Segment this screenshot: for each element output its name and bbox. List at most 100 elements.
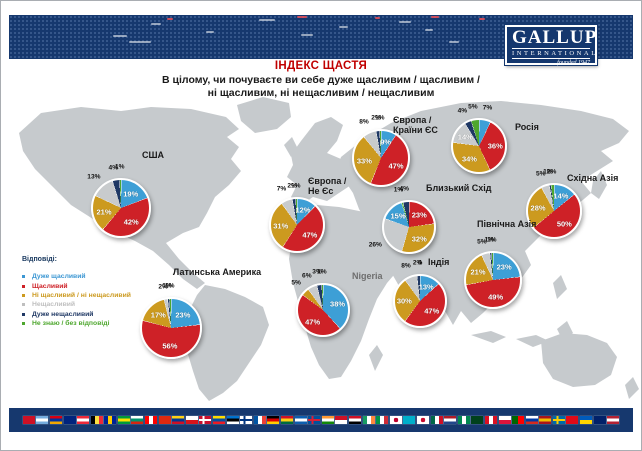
percent-label-red: 50% [556, 219, 572, 228]
legend-item-gray: Нещасливий [22, 300, 131, 309]
flag-germany-icon [267, 416, 280, 424]
legend-bullet-blue-icon [22, 275, 25, 279]
logo-wordmark: GALLUP [512, 27, 598, 48]
region-title: Європа / Країни ЄС [393, 115, 438, 135]
percent-label-gray: 26% [368, 241, 382, 249]
legend-label: Не знаю / без відповіді [32, 320, 110, 328]
pie-chart-східна-азія [526, 183, 582, 239]
percent-label-navy: 4% [399, 185, 410, 193]
percent-label-red: 47% [388, 161, 404, 171]
percent-label-navy: 1% [543, 168, 553, 176]
flag-albania-icon [22, 416, 35, 424]
percent-label-red: 56% [162, 341, 178, 351]
flag-uk-icon [593, 416, 606, 424]
flag-japan-icon [389, 416, 402, 424]
percent-label-gray: 13% [87, 173, 101, 181]
flags-row [15, 416, 627, 424]
percent-label-green: 1% [393, 186, 404, 194]
region-title: Nigeria [352, 271, 383, 281]
flag-sweden-icon [552, 416, 565, 424]
flag-poland-icon [498, 416, 511, 424]
flag-italy-icon [376, 416, 389, 424]
region-title: Росія [515, 122, 539, 132]
percent-label-green: 2% [546, 168, 557, 176]
percent-label-navy: 4% [108, 164, 119, 172]
percent-label-navy: 1% [162, 282, 172, 290]
percent-label-blue: 14% [553, 191, 569, 201]
flag-armenia-icon [49, 416, 62, 424]
flag-pakistan-icon [471, 416, 484, 424]
percent-label-gray: 5% [536, 170, 546, 178]
legend-bullet-gold-icon [22, 293, 25, 297]
flag-ukraine-icon [580, 416, 593, 424]
flag-ghana-icon [281, 416, 294, 424]
legend-label: Дуже щасливий [32, 273, 86, 281]
percent-label-gold: 5% [291, 279, 301, 287]
flag-ireland-icon [362, 416, 375, 424]
percent-label-green: 5% [468, 103, 478, 111]
percent-label-blue: 23% [496, 262, 512, 272]
flag-russia-icon [525, 416, 538, 424]
percent-label-navy: 2% [371, 114, 381, 122]
percent-label-green: 0 [418, 259, 422, 267]
legend-bullet-green-icon [22, 322, 25, 326]
percent-label-gold: 33% [356, 156, 372, 166]
percent-label-gray: 8% [401, 262, 411, 270]
percent-label-red: 23% [411, 210, 427, 220]
percent-label-gray: 6% [302, 272, 312, 280]
logo-subtitle: INTERNATIONAL [512, 48, 598, 59]
legend-label: Дуже нещасливий [32, 310, 94, 318]
flag-czechia-icon [185, 416, 198, 424]
pie-chart-сша [91, 178, 151, 238]
percent-label-blue: 19% [123, 189, 139, 199]
legend-bullet-red-icon [22, 284, 25, 288]
legend-bullet-gray-icon [22, 303, 25, 307]
pie-chart-nigeria [296, 283, 350, 337]
legend-items: Дуже щасливий Щасливий Ні щасливий / ні не… [22, 272, 131, 328]
answers-legend: Відповіді: Дуже щасливий Щасливий Ні щасли… [22, 256, 131, 328]
pie-chart-латинська-америка [140, 297, 202, 359]
flag-austria-icon [77, 416, 90, 424]
percent-label-green: 1% [374, 114, 385, 122]
flag-portugal-icon [512, 416, 525, 424]
flag-spain-icon [539, 416, 552, 424]
percent-label-navy: 1% [484, 236, 494, 244]
region-title: Індія [428, 257, 450, 267]
percent-label-green: 1% [114, 163, 125, 171]
flag-brazil-icon [117, 416, 130, 424]
pie-chart-північна-азія [464, 251, 522, 309]
percent-label-navy: 2% [412, 259, 423, 267]
flag-korea-icon [416, 416, 429, 424]
percent-label-navy: 4% [457, 107, 468, 115]
flag-australia-icon [63, 416, 76, 424]
flag-france-icon [253, 416, 266, 424]
percent-label-navy: 2% [287, 182, 297, 190]
percent-label-blue: 12% [295, 205, 311, 215]
survey-question-line-2: ні щасливим, ні нещасливим / нещасливим [207, 87, 435, 99]
percent-label-green: 1% [291, 182, 301, 190]
flag-greece-icon [294, 416, 307, 424]
flag-bosnia-icon [104, 416, 117, 424]
legend-item-blue: Дуже щасливий [22, 272, 131, 281]
region-title: Європа / Не Єс [308, 176, 347, 196]
percent-label-blue: 9% [380, 137, 392, 147]
flag-argentina-icon [36, 416, 49, 424]
survey-question: В цілому, чи почуваєте ви себе дуже щасл… [1, 74, 641, 100]
percent-label-gold: 32% [411, 234, 427, 244]
logo-founded: founded 1947 [557, 60, 590, 66]
flag-iraq-icon [348, 416, 361, 424]
flag-usa-icon [607, 416, 620, 424]
page-title: ІНДЕКС ЩАСТЯ [274, 60, 368, 72]
pie-chart-європа-країни-єс [352, 129, 410, 187]
flag-ecuador-icon [213, 416, 226, 424]
gallup-international-logo: GALLUP INTERNATIONAL founded 1947 [505, 25, 598, 66]
percent-label-red: 36% [487, 141, 503, 151]
percent-label-gold: 21% [470, 267, 486, 277]
flag-colombia-icon [172, 416, 185, 424]
pie-chart-близький-схід [382, 200, 436, 254]
flag-canada-icon [145, 416, 158, 424]
flag-peru-icon [484, 416, 497, 424]
pie-chart-індія [393, 274, 447, 328]
